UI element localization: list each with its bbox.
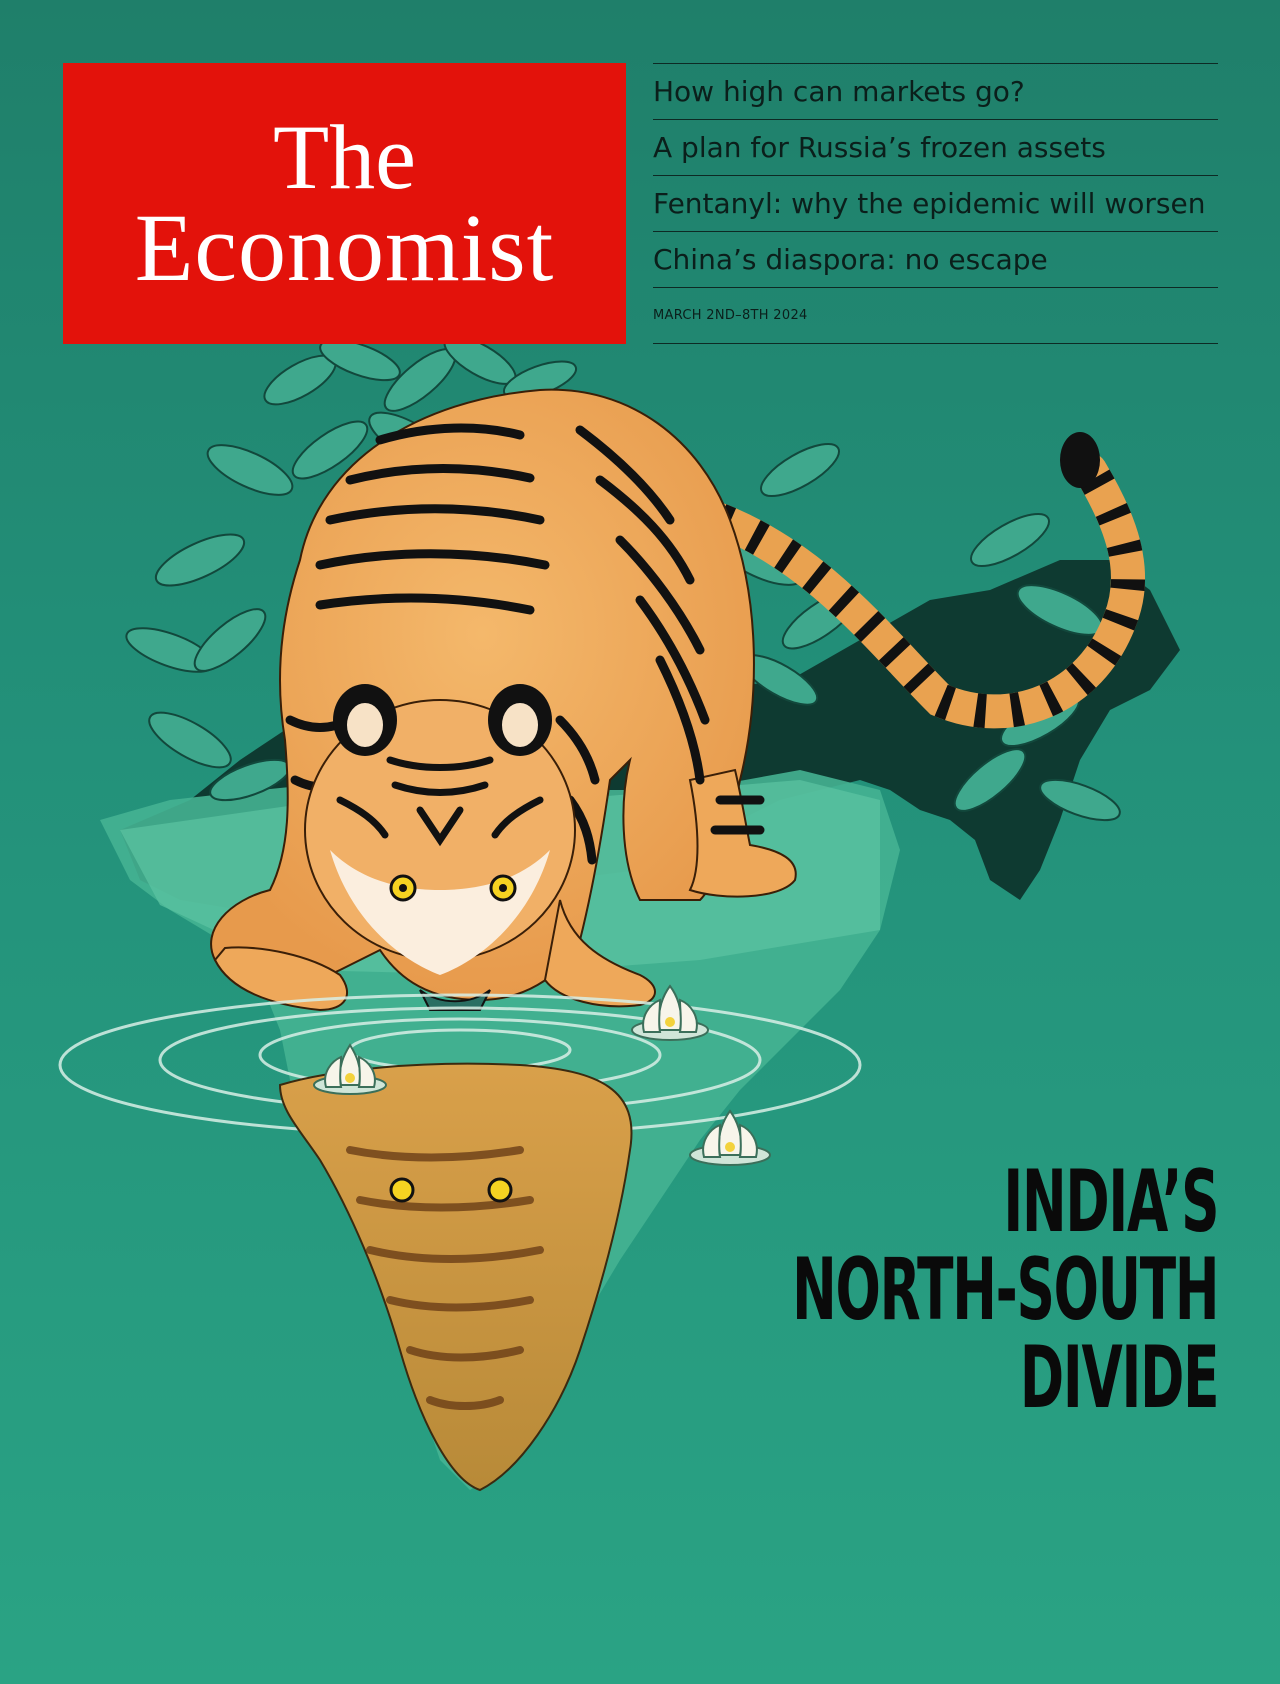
masthead-line-1: The: [272, 106, 417, 209]
cover-line: A plan for Russia’s frozen assets: [653, 119, 1218, 175]
masthead-line-2: Economist: [134, 193, 555, 301]
issue-date: MARCH 2ND–8TH 2024: [653, 287, 1218, 344]
jungle-leaves: [125, 335, 1121, 822]
cover-story-line-3: DIVIDE: [1019, 1328, 1220, 1428]
tiger-stripes: [285, 423, 765, 865]
cover-line: Fentanyl: why the epidemic will worsen: [653, 175, 1218, 231]
cover-story-title: INDIA’S NORTH-SOUTH DIVIDE: [531, 1152, 1220, 1428]
cover-story-line-1: INDIA’S: [1003, 1152, 1219, 1252]
tiger-head: [213, 684, 576, 1012]
cover-line: China’s diaspora: no escape: [653, 231, 1218, 287]
lotus-flowers: [313, 984, 771, 1166]
tiger-tail: [703, 432, 1145, 729]
cover-line: How high can markets go?: [653, 63, 1218, 119]
tiger-reflection: [278, 1062, 633, 1492]
cover-lines: How high can markets go? A plan for Russ…: [653, 63, 1218, 344]
cover-story-line-2: NORTH-SOUTH: [791, 1240, 1219, 1340]
masthead-logo: The Economist: [63, 63, 626, 344]
